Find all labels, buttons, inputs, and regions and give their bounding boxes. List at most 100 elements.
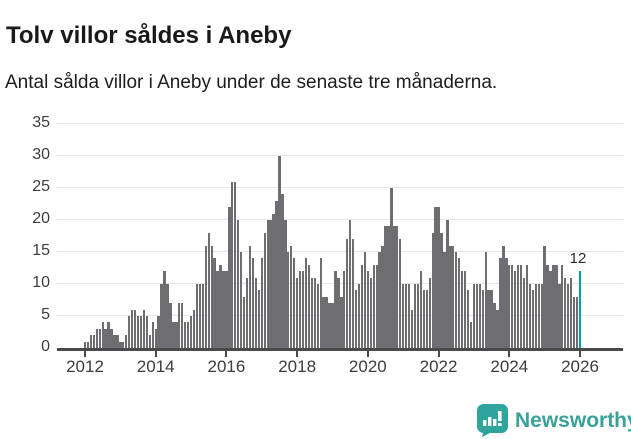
bar	[522, 277, 526, 348]
bar	[113, 335, 116, 348]
bar	[396, 226, 399, 348]
bar	[363, 252, 367, 348]
chart-subtitle: Antal sålda villor i Aneby under de sena…	[5, 72, 498, 93]
bar	[151, 322, 154, 348]
bar	[443, 252, 446, 348]
bar	[86, 341, 90, 348]
x-axis-label: 2020	[348, 357, 387, 376]
bar	[349, 220, 352, 348]
bar	[334, 271, 337, 348]
bar	[422, 290, 425, 348]
bar	[325, 296, 328, 348]
bar	[125, 335, 128, 348]
bar	[195, 284, 199, 348]
bar	[346, 239, 349, 348]
bar	[225, 271, 228, 348]
bar	[139, 316, 143, 348]
bar	[466, 290, 470, 348]
bar	[390, 188, 393, 348]
bar	[304, 258, 308, 348]
chart-title: Tolv villor såldes i Aneby	[6, 22, 292, 50]
bar	[184, 322, 187, 348]
bar	[567, 284, 570, 348]
x-axis-tick	[84, 351, 86, 357]
bar	[564, 277, 567, 348]
x-axis-tick	[508, 351, 511, 357]
x-axis-label: 2016	[207, 357, 246, 376]
x-axis-tick	[579, 351, 581, 357]
bar	[416, 284, 420, 348]
bar	[337, 277, 340, 348]
bar	[219, 264, 222, 348]
bar	[546, 264, 549, 348]
highlight-value-label: 12	[569, 250, 587, 268]
bar	[169, 303, 172, 348]
y-axis-label: 15	[32, 242, 50, 259]
bar	[251, 258, 255, 348]
bar	[204, 245, 207, 348]
bar	[357, 284, 361, 348]
bar	[366, 271, 370, 348]
bar	[119, 341, 122, 348]
bar	[290, 245, 293, 348]
bar	[316, 284, 319, 348]
bar	[242, 296, 246, 348]
bar	[284, 220, 287, 348]
bar	[239, 252, 243, 348]
bar	[272, 213, 275, 348]
brand-name: Newsworthy	[515, 408, 631, 432]
bar	[496, 309, 499, 348]
bar	[163, 271, 166, 348]
bar	[331, 303, 334, 348]
bar	[313, 277, 316, 348]
bar	[360, 264, 364, 348]
y-axis-label: 5	[41, 306, 50, 323]
bar	[136, 316, 140, 348]
bar	[178, 303, 181, 348]
bar	[263, 232, 266, 348]
bar	[222, 271, 225, 348]
bar	[490, 290, 493, 348]
bar	[437, 207, 440, 348]
y-axis-label: 30	[32, 146, 50, 163]
bar	[269, 220, 272, 348]
bar	[502, 245, 505, 348]
bar	[463, 271, 467, 348]
bar	[181, 303, 184, 348]
bar	[369, 277, 372, 348]
bar	[175, 322, 178, 348]
bar	[431, 232, 434, 348]
bar	[410, 309, 414, 348]
bar	[110, 328, 113, 348]
newsworthy-logo-icon	[477, 404, 508, 437]
x-axis-label: 2014	[136, 357, 175, 376]
x-axis-label: 2026	[561, 357, 599, 376]
bar	[351, 239, 355, 348]
bar	[425, 290, 428, 348]
bar	[519, 264, 523, 348]
bar	[543, 245, 546, 348]
bar	[484, 252, 487, 348]
bar	[402, 284, 405, 348]
bar	[210, 245, 213, 348]
bar	[508, 264, 511, 348]
bar	[381, 245, 384, 348]
bar	[254, 277, 258, 348]
bar	[487, 290, 490, 348]
bar	[505, 258, 508, 348]
bar	[89, 335, 93, 348]
bar	[245, 277, 249, 348]
bar	[478, 284, 481, 348]
x-axis-label: 2012	[66, 357, 104, 376]
x-axis-tick	[296, 351, 299, 357]
bar	[281, 194, 284, 348]
y-axis-label: 10	[32, 274, 50, 291]
bar	[322, 296, 325, 348]
bar	[399, 239, 402, 348]
bar	[287, 252, 290, 348]
bar	[266, 220, 269, 348]
x-axis-label: 2024	[490, 357, 529, 376]
bar	[340, 296, 343, 348]
bar	[83, 341, 87, 348]
bar	[575, 296, 579, 348]
